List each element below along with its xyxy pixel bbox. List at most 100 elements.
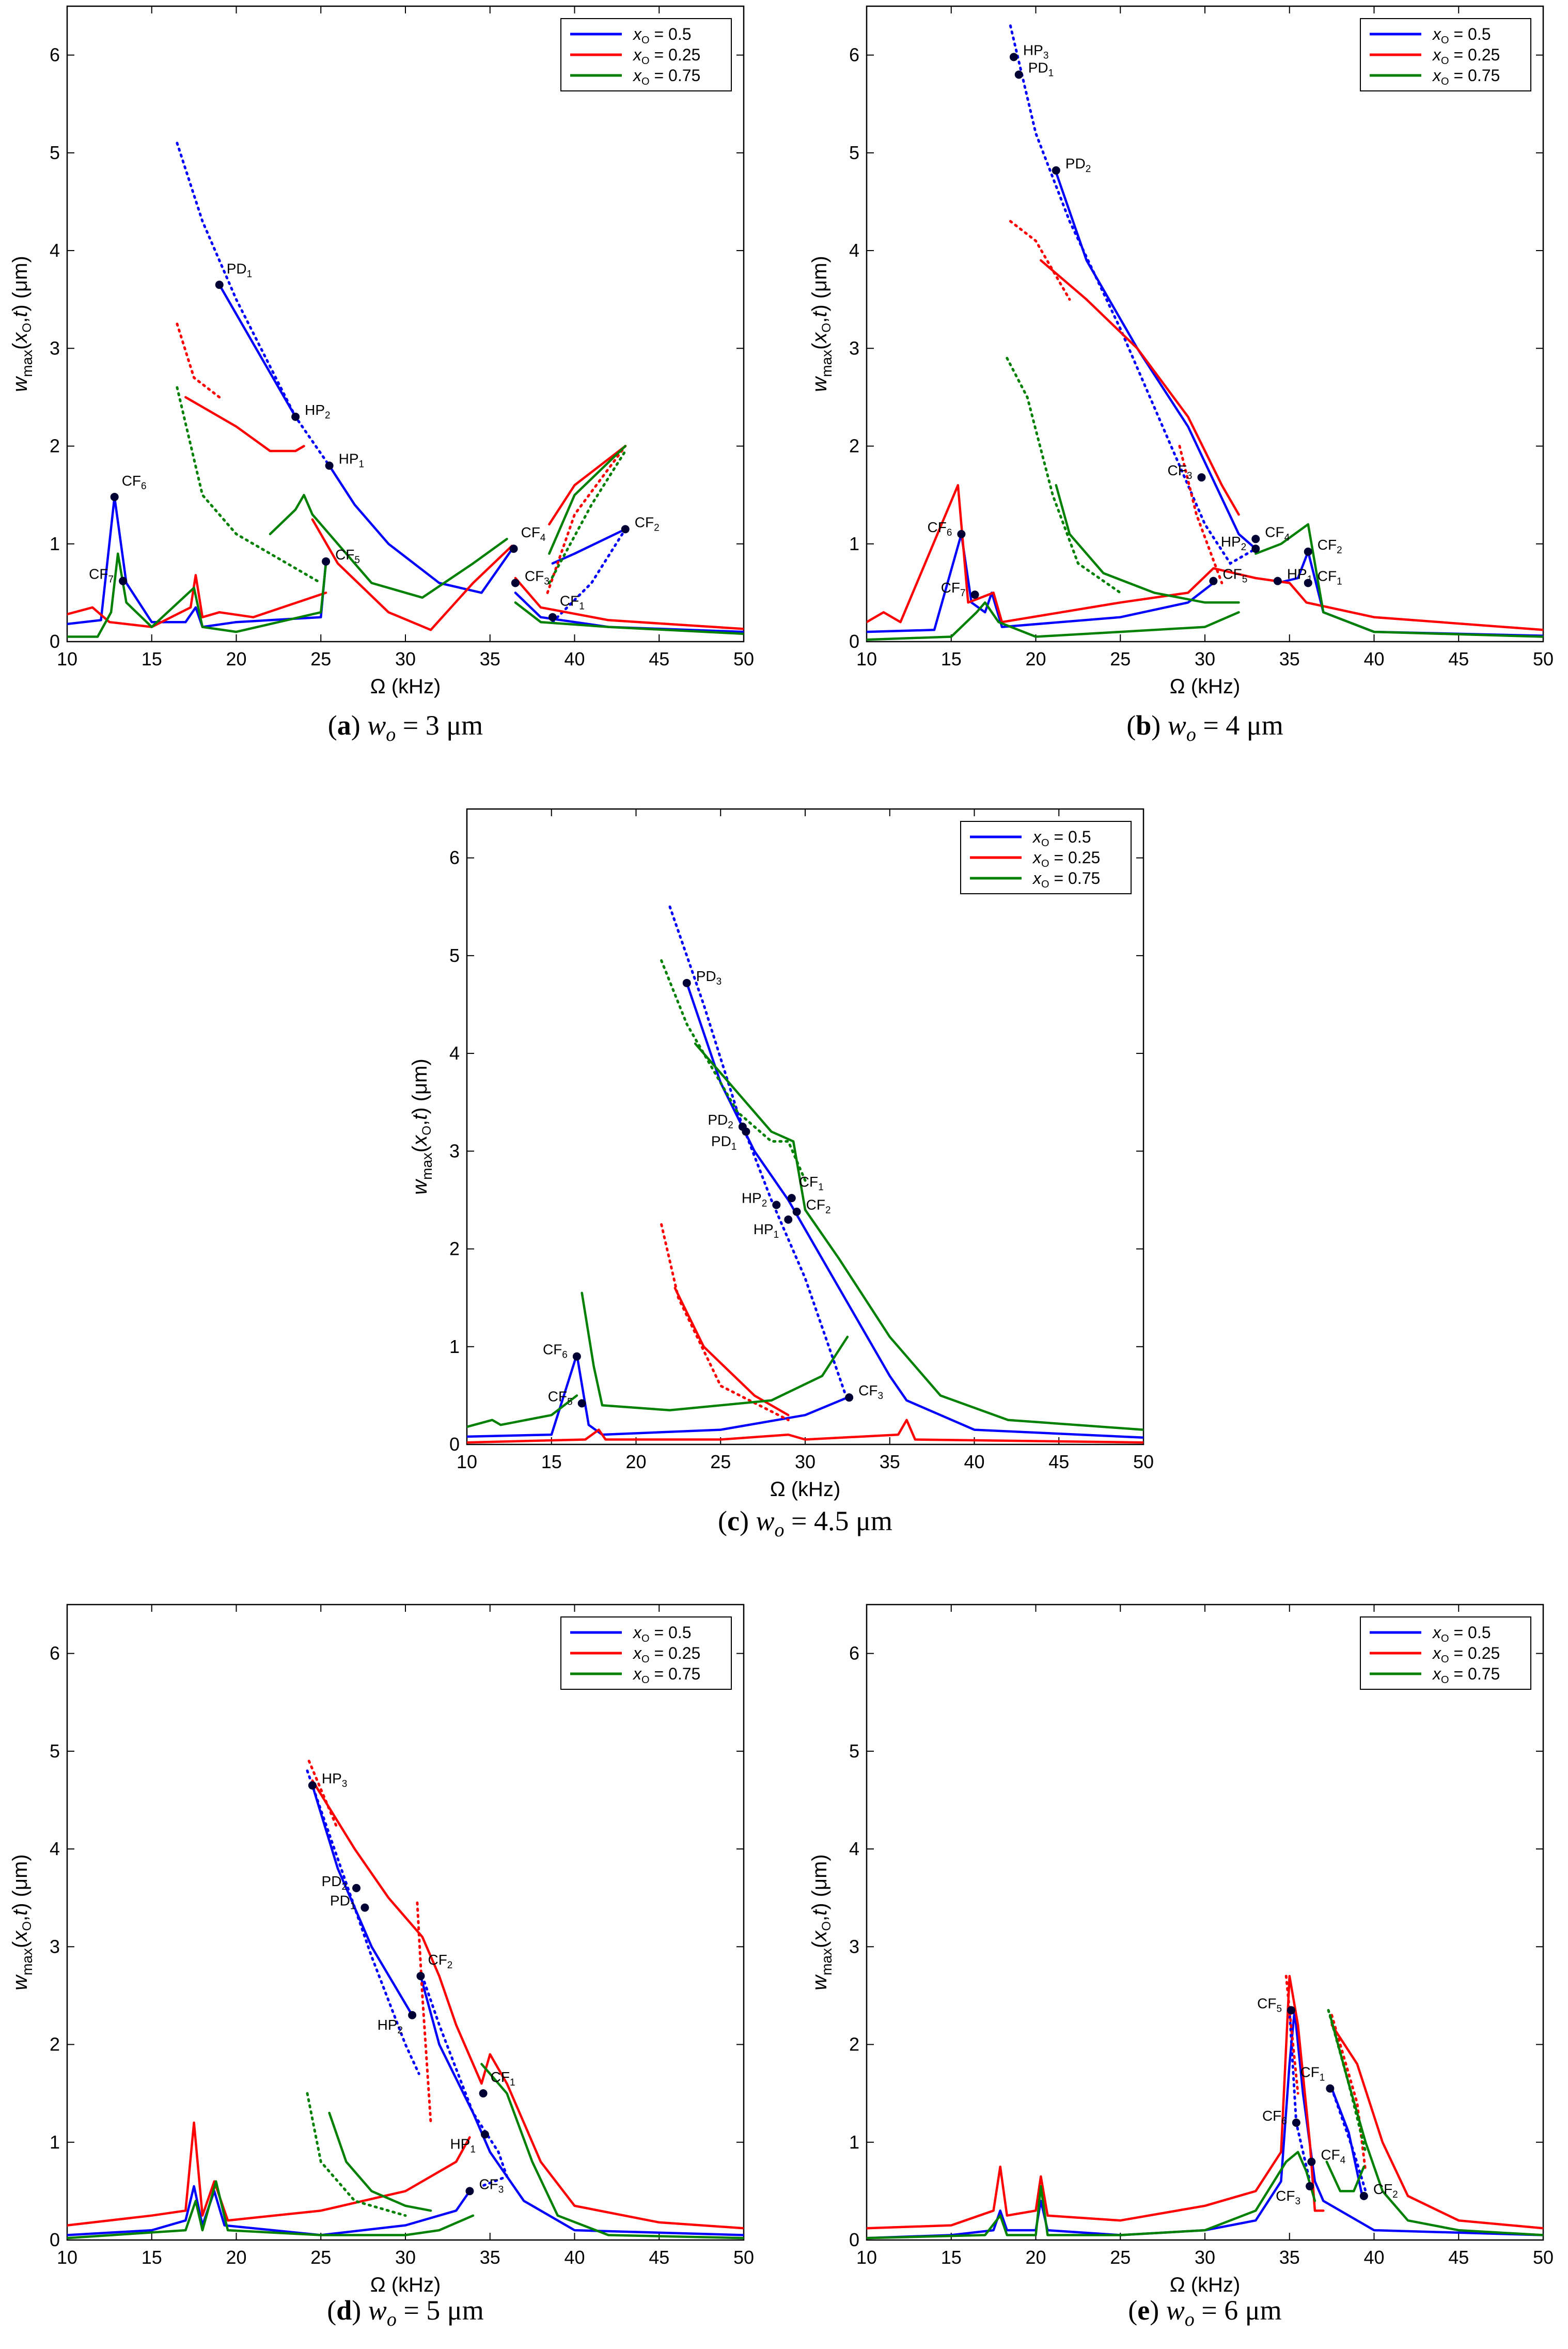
legend-entry: xO = 0.5 [1432,25,1491,46]
bifurcation-point-marker [291,412,300,421]
series-x-o-0-5-stable-branch [685,982,1143,1439]
bifurcation-point-label: HP3 [1023,42,1048,61]
bifurcation-point-label: PD2 [322,1873,347,1892]
y-tick-label: 3 [50,337,60,359]
y-tick-label: 5 [50,142,60,163]
series-x-o-0-25-stable-branch [67,574,327,628]
x-tick-label: 15 [142,648,162,670]
bifurcation-point-label: CF3 [525,568,550,587]
series-x-o-0-75-stable-branch [867,601,1240,641]
x-tick-label: 30 [1195,648,1215,670]
legend-entry: xO = 0.5 [632,1623,692,1644]
series-x-o-0-5-stable-branch [67,2185,471,2236]
y-tick-label: 6 [50,44,60,66]
series-x-o-0-5-stable-branch [467,1353,849,1438]
plot-frame [866,1604,1544,2241]
series-x-o-0-75-stable-branch [269,493,508,599]
bifurcation-point-marker [322,557,331,566]
bifurcation-point-label: CF1 [560,593,585,612]
y-tick-label: 2 [50,2034,60,2055]
bifurcation-point-marker [110,492,119,501]
bifurcation-point-label: CF5 [548,1389,573,1408]
x-tick-label: 35 [480,648,500,670]
y-tick-label: 5 [849,142,859,163]
bifurcation-point-label: CF7 [941,580,966,599]
y-tick-label: 6 [50,1643,60,1664]
bifurcation-point-marker [742,1127,750,1136]
bifurcation-point-label: CF2 [1318,537,1342,556]
x-axis-label: Ω (kHz) [1170,2274,1241,2296]
series-x-o-0-25-stable-branch [184,396,305,453]
bifurcation-point-marker [416,1972,425,1981]
plot-frame [466,808,1144,1445]
bifurcation-point-label: HP2 [742,1190,767,1209]
bifurcation-point-marker [1292,2118,1300,2127]
bifurcation-point-marker [479,2089,488,2098]
bifurcation-point-marker [772,1201,781,1209]
series-x-o-0-5-stable-branch [1330,2087,1363,2198]
y-tick-label: 1 [50,533,60,554]
bifurcation-point-label: PD1 [330,1893,355,1912]
plot-area [467,905,1143,1444]
series-x-o-0-75-stable-branch [467,1394,578,1428]
y-tick-label: 1 [849,533,859,554]
panel-caption: (a) wo = 3 μm [328,710,483,745]
x-tick-label: 45 [649,648,669,670]
x-tick-label: 40 [564,2247,585,2268]
y-tick-label: 2 [849,435,859,457]
x-tick-label: 50 [1133,1451,1154,1472]
y-tick-label: 6 [849,44,859,66]
x-tick-label: 10 [57,2247,77,2268]
series-x-o-0-25-stable-branch [673,1286,790,1417]
series-x-o-0-25-stable-branch [514,577,744,630]
series-x-o-0-5-unstable-branch [1009,24,1257,565]
y-tick-label: 2 [449,1238,460,1259]
y-axis-label: wmax(xO,t) (μm) [808,1854,835,1990]
y-tick-label: 2 [849,2034,859,2055]
series-x-o-0-25-unstable-branch [416,1901,432,2124]
series-x-o-0-75-stable-branch [67,552,327,638]
legend-entry: xO = 0.75 [1432,1664,1500,1686]
y-axis-label: wmax(xO,t) (μm) [9,256,35,392]
panel-caption: (e) wo = 6 μm [1128,2295,1281,2330]
bifurcation-point-label: CF7 [89,566,114,585]
bifurcation-point-label: HP1 [339,450,364,470]
series-x-o-0-75-stable-branch [1055,484,1240,604]
bifurcation-point-label: PD2 [708,1112,733,1131]
series-x-o-0-5-unstable-branch [306,1769,420,2075]
bifurcation-point-marker [682,978,691,987]
legend-entry: xO = 0.5 [632,25,692,46]
x-axis-label: Ω (kHz) [770,1478,841,1501]
x-tick-label: 25 [310,648,331,670]
bifurcation-point-label: CF6 [122,473,147,492]
y-tick-label: 3 [849,1936,859,1957]
bifurcation-point-marker [1197,473,1206,482]
series-x-o-0-5-stable-branch [419,1974,744,2236]
series-x-o-0-5-unstable-branch [1330,2087,1367,2192]
x-tick-label: 20 [1025,648,1046,670]
bifurcation-point-label: CF4 [521,524,546,543]
legend-entry: xO = 0.75 [632,1664,700,1686]
y-tick-label: 6 [849,1643,859,1664]
bifurcation-point-marker [1307,2157,1316,2166]
x-tick-label: 30 [395,2247,416,2268]
bifurcation-point-marker [1304,547,1312,556]
series-x-o-0-25-stable-branch [548,445,627,526]
panel-caption: (c) wo = 4.5 μm [718,1505,892,1541]
series-x-o-0-5-unstable-branch [668,905,848,1397]
x-tick-label: 45 [1448,648,1469,670]
x-tick-label: 35 [1279,2247,1300,2268]
y-tick-label: 5 [50,1740,60,1762]
bifurcation-point-label: CF1 [799,1174,824,1193]
legend-entry: xO = 0.75 [632,66,700,87]
series-x-o-0-25-stable-branch [67,2121,471,2227]
bifurcation-point-marker [1304,579,1312,587]
y-tick-label: 5 [449,945,460,966]
bifurcation-point-label: CF2 [428,1952,452,1971]
y-tick-label: 3 [449,1140,460,1161]
